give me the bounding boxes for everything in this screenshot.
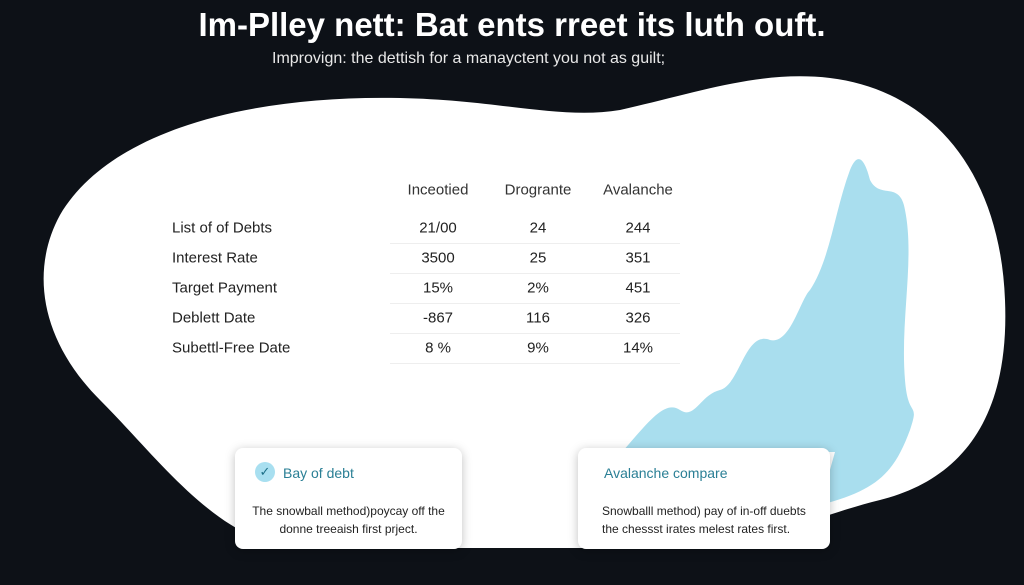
title: Im-Plley nett: Bat ents rreet its luth o…	[198, 6, 826, 43]
card: Avalanche compare Snowballl method) pay …	[578, 448, 830, 549]
row-label: Interest Rate	[172, 249, 258, 267]
table-cell: 9%	[527, 339, 549, 357]
row-separator	[390, 303, 680, 304]
card-text: donne treeaish first prject.	[279, 522, 418, 536]
table-cell: 244	[625, 219, 651, 237]
table-cell: 8 %	[425, 339, 451, 357]
table-cell: 21/00	[419, 219, 457, 237]
row-label: Target Payment	[172, 279, 278, 297]
table-cell: 15%	[422, 279, 454, 297]
blue-mountain	[622, 159, 914, 505]
table-cell: 116	[526, 309, 550, 327]
table-cell: 326	[625, 309, 651, 327]
table-cell: 14%	[622, 339, 654, 357]
table-cell: -867	[422, 309, 454, 327]
column-header: Inceotied	[407, 181, 469, 199]
card-text: Snowballl method) pay of in-off duebts	[602, 504, 806, 518]
card: ✓ Bay of debt The snowball method)poycay…	[235, 448, 462, 549]
card-title: Avalanche compare	[604, 465, 728, 481]
card-title: Bay of debt	[283, 465, 354, 481]
row-separator	[390, 243, 680, 244]
row-separator	[390, 363, 680, 364]
column-header: Drogrante	[504, 181, 572, 199]
card-text: The snowball method)poycay off the	[252, 504, 445, 518]
subtitle: Improvign: the dettish for a manayctent …	[272, 50, 666, 67]
row-separator	[390, 273, 680, 274]
table-cell: 2%	[527, 279, 549, 297]
row-label: Deblett Date	[172, 309, 256, 327]
row-label: Subettl-Free Date	[172, 339, 291, 357]
table-cell: 451	[625, 279, 651, 297]
table-cell: 25	[529, 249, 547, 267]
row-separator	[390, 333, 680, 334]
table-cell: 24	[529, 219, 547, 237]
table-cell: 3500	[421, 249, 455, 267]
column-header: Avalanche	[603, 181, 673, 199]
row-label: List of of Debts	[172, 219, 273, 237]
check-icon: ✓	[255, 462, 275, 482]
table-cell: 351	[625, 249, 651, 267]
card-text: the chessst irates melest rates first.	[602, 522, 791, 536]
